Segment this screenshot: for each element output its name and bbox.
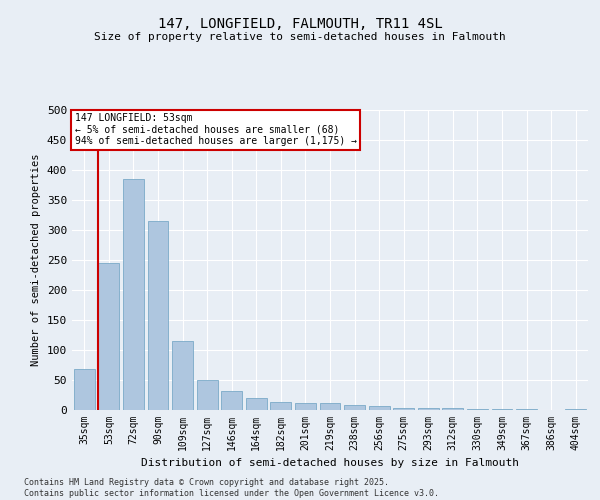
Bar (295, 403, 316, 410)
Bar (197, 380, 218, 410)
Text: Contains HM Land Registry data © Crown copyright and database right 2025.
Contai: Contains HM Land Registry data © Crown c… (24, 478, 439, 498)
Bar (123, 179, 144, 410)
Bar (393, 408, 414, 410)
Bar (368, 406, 389, 410)
Y-axis label: Number of semi-detached properties: Number of semi-detached properties (31, 154, 41, 366)
Bar (221, 391, 242, 410)
Bar (442, 408, 463, 410)
Bar (418, 408, 439, 410)
Bar (148, 221, 169, 410)
Bar (246, 398, 267, 410)
Text: 147, LONGFIELD, FALMOUTH, TR11 4SL: 147, LONGFIELD, FALMOUTH, TR11 4SL (158, 18, 442, 32)
Bar (320, 404, 340, 410)
Text: 147 LONGFIELD: 53sqm
← 5% of semi-detached houses are smaller (68)
94% of semi-d: 147 LONGFIELD: 53sqm ← 5% of semi-detach… (74, 113, 356, 146)
Bar (344, 405, 365, 410)
Bar (172, 341, 193, 410)
Bar (74, 369, 95, 410)
X-axis label: Distribution of semi-detached houses by size in Falmouth: Distribution of semi-detached houses by … (141, 458, 519, 468)
Bar (98, 263, 119, 410)
Text: Size of property relative to semi-detached houses in Falmouth: Size of property relative to semi-detach… (94, 32, 506, 42)
Bar (271, 402, 292, 410)
Bar (467, 409, 488, 410)
